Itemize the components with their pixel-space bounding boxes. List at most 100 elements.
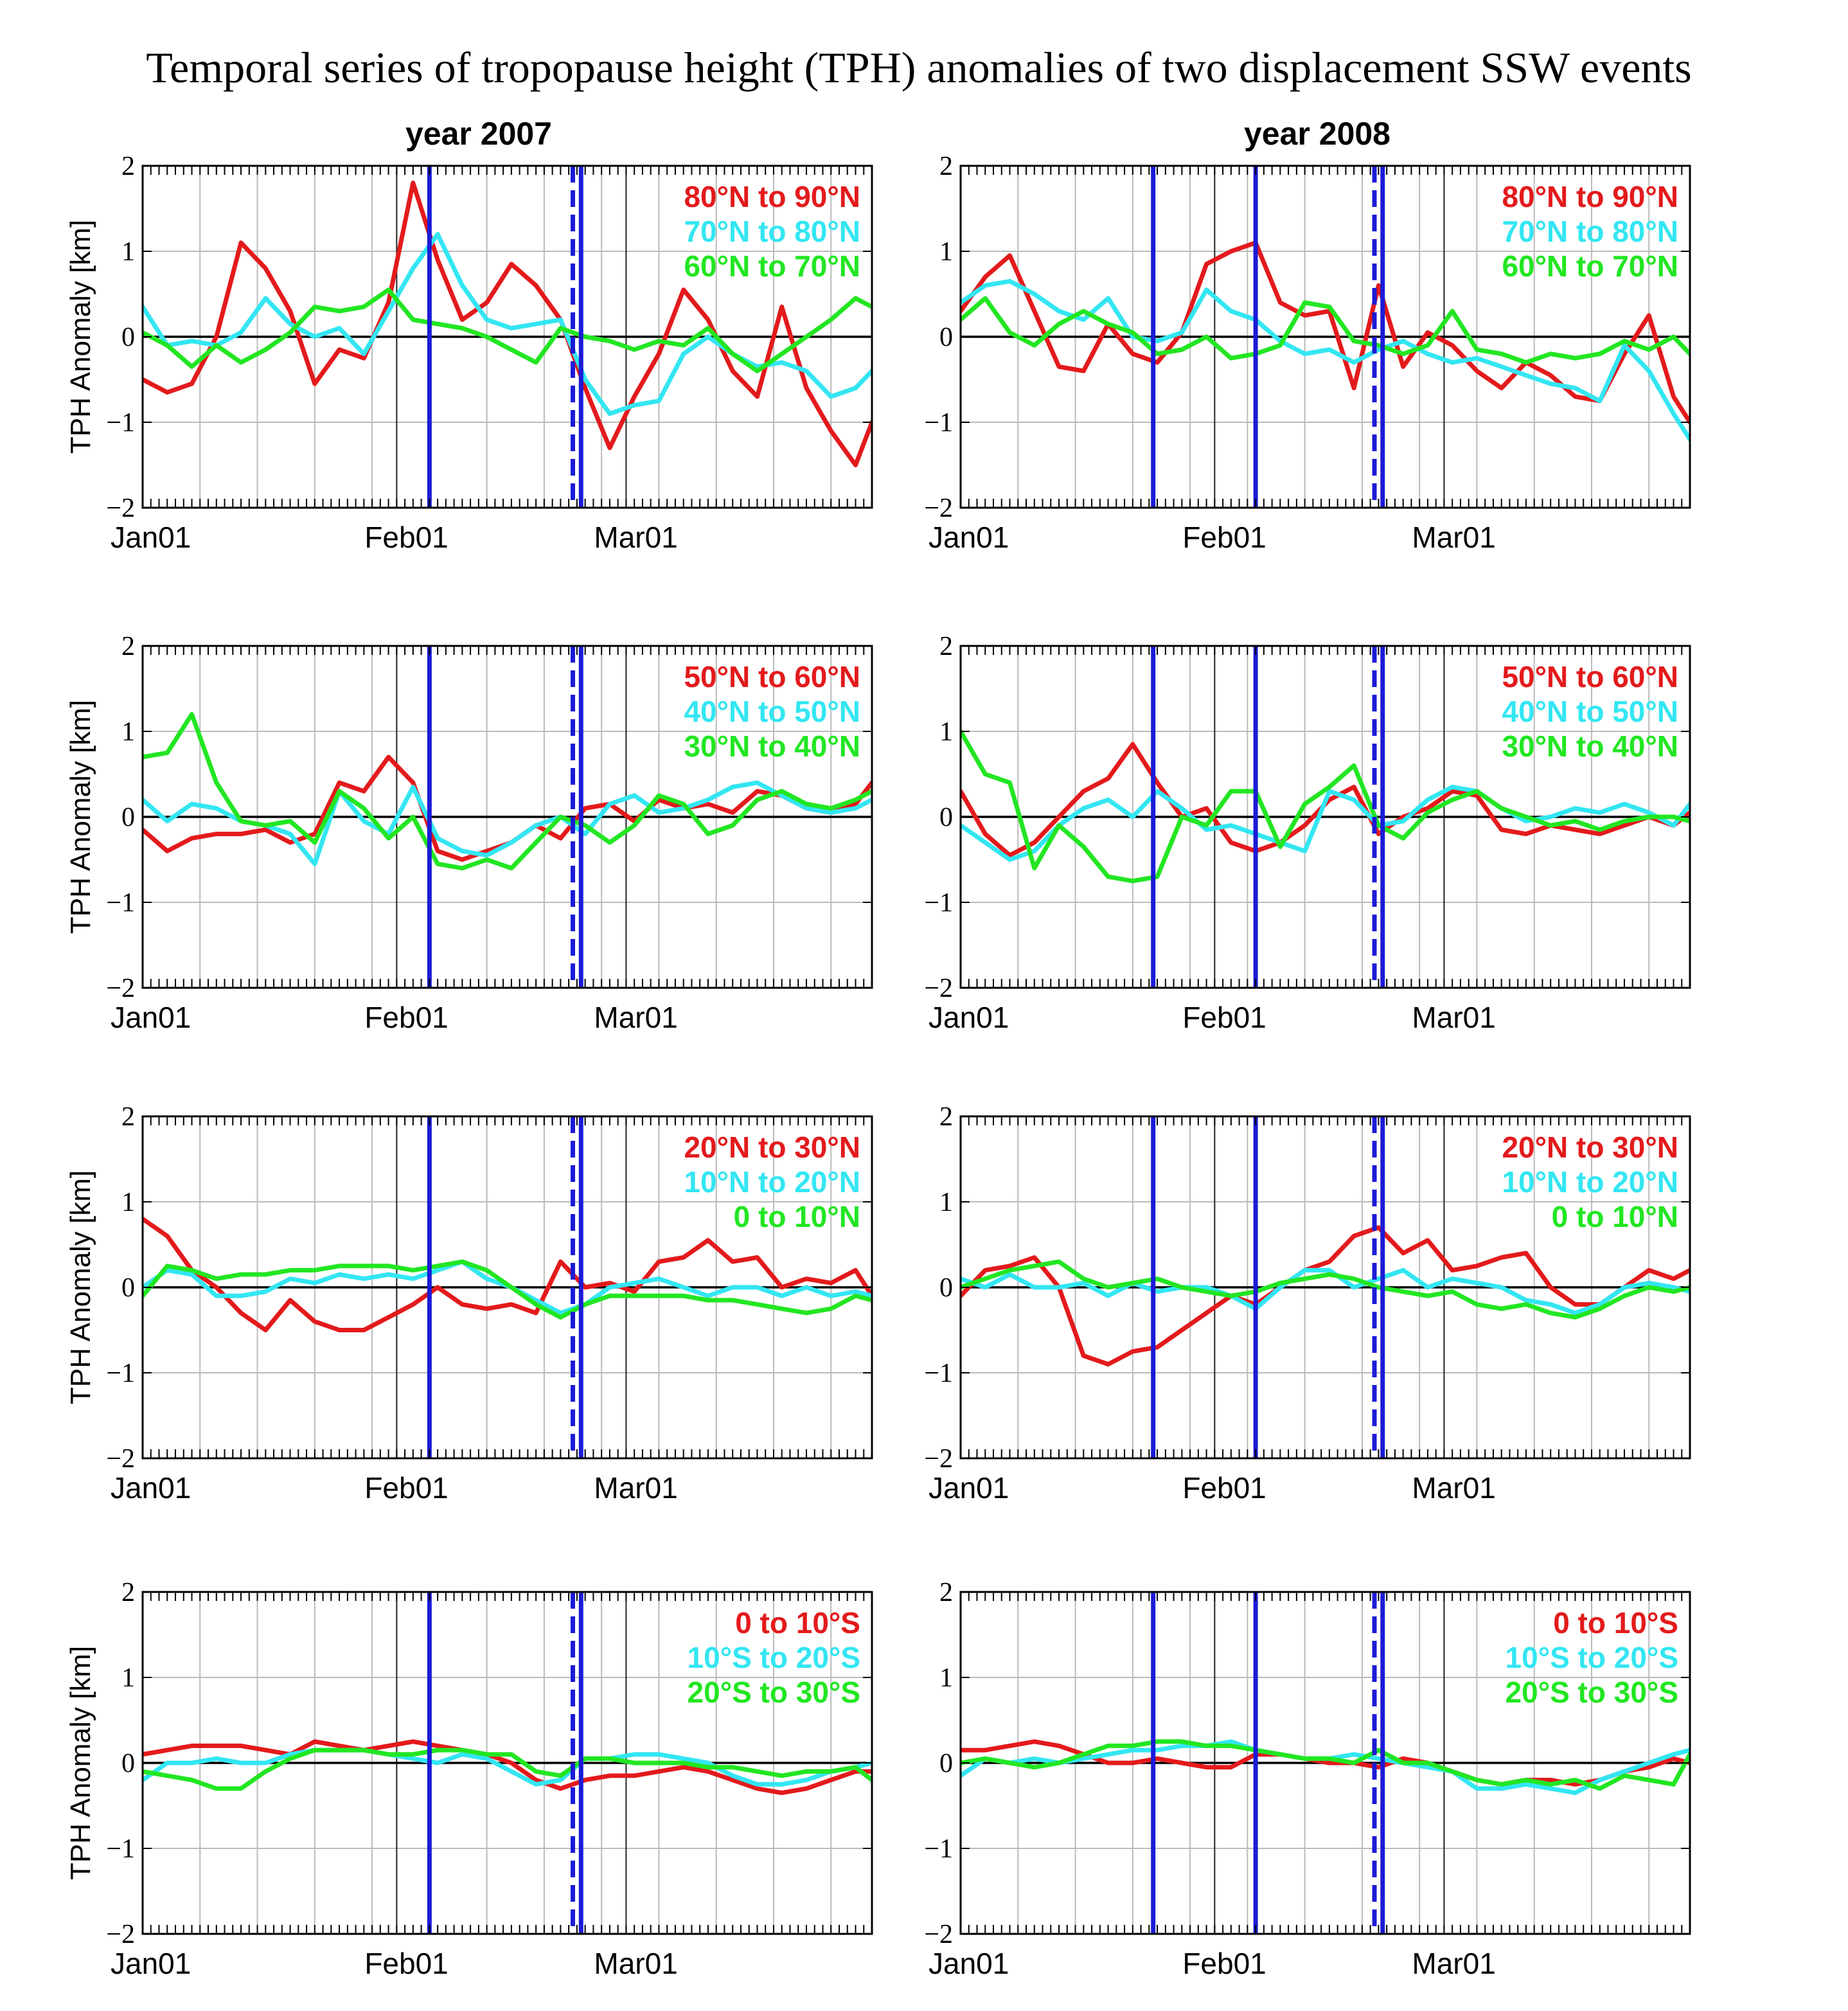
plot-frame bbox=[959, 1115, 1691, 1460]
legend-entry-1: 40°N to 50°N bbox=[684, 695, 860, 728]
legend-entry-0: 20°N to 30°N bbox=[684, 1131, 860, 1164]
y-axis-label: TPH Anomaly [km] bbox=[65, 220, 96, 454]
y-tick-label: −1 bbox=[106, 1834, 135, 1864]
y-tick-label: −2 bbox=[106, 1444, 135, 1474]
y-tick-label: 0 bbox=[939, 1273, 953, 1303]
y-tick-label: 2 bbox=[939, 1578, 953, 1607]
y-tick-label: 1 bbox=[121, 1188, 135, 1217]
series-group bbox=[143, 1217, 872, 1332]
series-group bbox=[961, 729, 1690, 884]
series-line-2 bbox=[961, 1259, 1690, 1320]
y-tick-label: 0 bbox=[121, 803, 135, 832]
series-line-2 bbox=[143, 287, 872, 373]
series-line-1 bbox=[961, 279, 1690, 442]
y-tick-label: 2 bbox=[121, 632, 135, 661]
y-tick-label: −1 bbox=[106, 408, 135, 438]
x-tick-label: Jan01 bbox=[928, 1471, 1009, 1505]
series-line-0 bbox=[143, 1217, 872, 1332]
x-tick-label: Mar01 bbox=[594, 1001, 677, 1034]
series-line-2 bbox=[961, 729, 1690, 884]
legend-entry-2: 60°N to 70°N bbox=[1502, 249, 1678, 283]
legend-entry-1: 10°N to 20°N bbox=[1502, 1165, 1678, 1199]
series-line-2 bbox=[961, 296, 1690, 365]
x-tick-label: Mar01 bbox=[1412, 1471, 1495, 1505]
y-tick-label: 0 bbox=[121, 1749, 135, 1778]
legend-entry-0: 0 to 10°S bbox=[735, 1606, 860, 1640]
y-tick-label: 1 bbox=[121, 237, 135, 267]
plot-frame bbox=[141, 645, 873, 989]
series-line-1 bbox=[961, 785, 1690, 862]
x-tick-label: Feb01 bbox=[364, 1471, 448, 1505]
plot-frame bbox=[141, 165, 873, 509]
legend-entry-2: 20°S to 30°S bbox=[1506, 1676, 1678, 1709]
y-tick-label: −1 bbox=[924, 408, 953, 438]
legend-entry-2: 30°N to 40°N bbox=[684, 729, 860, 763]
legend-entry-0: 80°N to 90°N bbox=[1502, 180, 1678, 213]
x-tick-label: Mar01 bbox=[1412, 1947, 1495, 1980]
plot-frame bbox=[959, 1591, 1691, 1935]
y-tick-label: −1 bbox=[106, 888, 135, 918]
y-tick-label: −2 bbox=[106, 1920, 135, 1949]
x-tick-label: Jan01 bbox=[111, 521, 191, 554]
series-line-0 bbox=[143, 1739, 872, 1796]
legend-entry-2: 0 to 10°N bbox=[1552, 1200, 1678, 1233]
y-tick-label: 1 bbox=[939, 237, 953, 267]
legend-entry-1: 10°S to 20°S bbox=[688, 1641, 860, 1674]
y-axis-label: TPH Anomaly [km] bbox=[65, 700, 96, 934]
x-tick-label: Feb01 bbox=[364, 1947, 448, 1980]
y-tick-label: 2 bbox=[121, 1102, 135, 1132]
series-line-0 bbox=[961, 1225, 1690, 1367]
x-tick-label: Feb01 bbox=[1182, 1947, 1266, 1980]
y-axis-label: TPH Anomaly [km] bbox=[65, 1646, 96, 1880]
figure-title: Temporal series of tropopause height (TP… bbox=[146, 43, 1692, 92]
plot-frame bbox=[141, 1115, 873, 1460]
y-tick-label: 0 bbox=[121, 323, 135, 352]
y-tick-label: 1 bbox=[939, 717, 953, 747]
y-tick-label: 0 bbox=[939, 1749, 953, 1778]
series-group bbox=[961, 1225, 1690, 1367]
y-tick-label: −2 bbox=[924, 1444, 953, 1474]
y-tick-label: −2 bbox=[924, 974, 953, 1003]
y-tick-label: 0 bbox=[121, 1273, 135, 1303]
y-tick-label: 2 bbox=[939, 1102, 953, 1132]
series-line-2 bbox=[961, 1739, 1690, 1791]
x-tick-label: Mar01 bbox=[1412, 521, 1495, 554]
series-line-2 bbox=[143, 711, 872, 871]
legend-entry-2: 30°N to 40°N bbox=[1502, 729, 1678, 763]
series-line-0 bbox=[143, 181, 872, 467]
series-line-0 bbox=[961, 240, 1690, 425]
x-tick-label: Jan01 bbox=[111, 1001, 191, 1034]
series-group bbox=[961, 240, 1690, 442]
y-axis-label: TPH Anomaly [km] bbox=[65, 1170, 96, 1404]
legend-entry-1: 10°N to 20°N bbox=[684, 1165, 860, 1199]
y-tick-label: 1 bbox=[939, 1188, 953, 1217]
y-tick-label: −1 bbox=[924, 888, 953, 918]
plot-frame bbox=[959, 645, 1691, 989]
legend-entry-0: 80°N to 90°N bbox=[684, 180, 860, 213]
x-tick-label: Jan01 bbox=[111, 1947, 191, 1980]
series-group bbox=[143, 711, 872, 871]
x-tick-label: Feb01 bbox=[1182, 1001, 1266, 1034]
y-tick-label: 2 bbox=[121, 152, 135, 181]
series-group bbox=[143, 181, 872, 467]
legend-entry-1: 70°N to 80°N bbox=[684, 215, 860, 248]
column-title-2008: year 2008 bbox=[1244, 116, 1390, 152]
x-tick-label: Jan01 bbox=[928, 521, 1009, 554]
y-tick-label: 2 bbox=[939, 632, 953, 661]
series-group bbox=[143, 1739, 872, 1796]
x-tick-label: Feb01 bbox=[1182, 1471, 1266, 1505]
series-line-1 bbox=[143, 231, 872, 416]
x-tick-label: Jan01 bbox=[928, 1947, 1009, 1980]
legend-entry-1: 10°S to 20°S bbox=[1506, 1641, 1678, 1674]
y-tick-label: 1 bbox=[121, 717, 135, 747]
y-tick-label: −1 bbox=[924, 1359, 953, 1388]
y-tick-label: −1 bbox=[924, 1834, 953, 1864]
y-tick-label: −1 bbox=[106, 1359, 135, 1388]
